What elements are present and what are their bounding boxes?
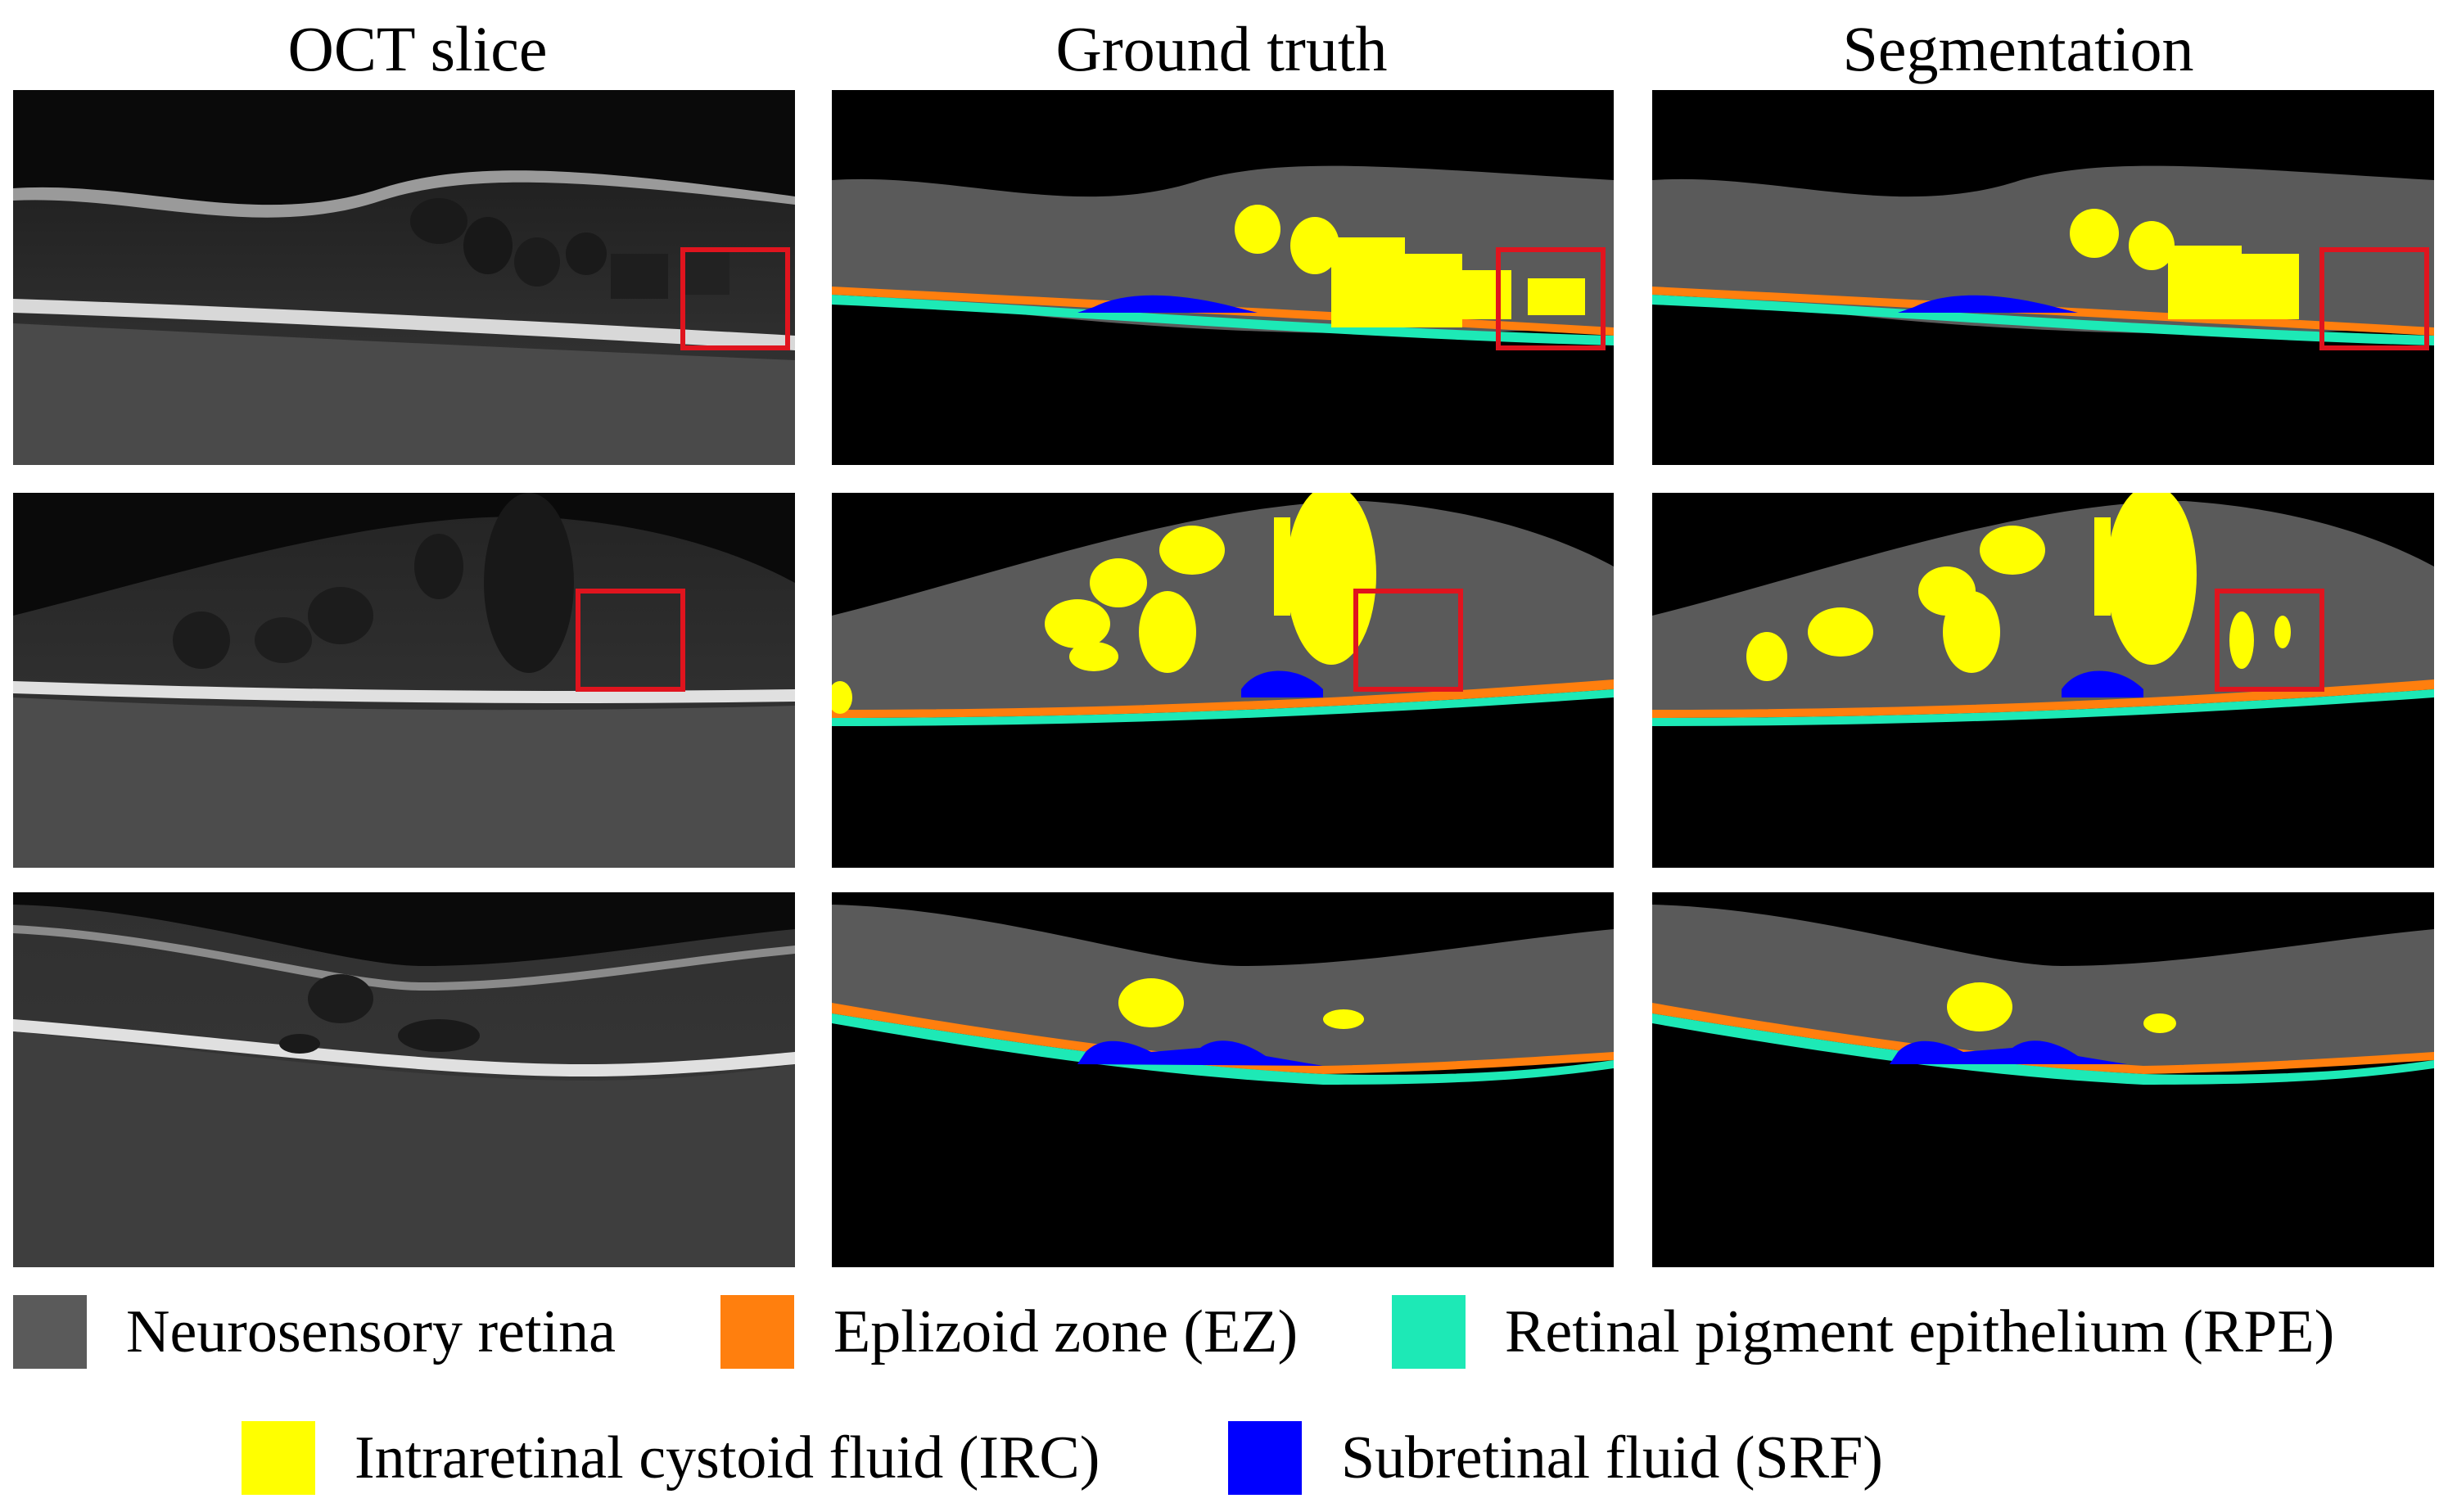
highlight-box	[2215, 589, 2324, 692]
oct-slice-row-2	[13, 493, 795, 868]
legend-item-irc: Intraretinal cystoid fluid (IRC)	[242, 1421, 1100, 1495]
oct-slice-row-1	[13, 90, 795, 465]
highlight-box	[680, 247, 790, 350]
column-title-segmentation: Segmentation	[1842, 13, 2194, 84]
legend-label-retina: Neurosensory retina	[126, 1298, 616, 1365]
legend-label-srf: Subretinal fluid (SRF)	[1341, 1424, 1883, 1492]
segmentation-row-3	[1652, 892, 2434, 1267]
legend-swatch-ez	[720, 1295, 794, 1369]
legend-item-rpe: Retinal pigment epithelium (RPE)	[1392, 1295, 2334, 1369]
legend-swatch-irc	[242, 1421, 315, 1495]
legend-swatch-srf	[1228, 1421, 1302, 1495]
legend-item-retina: Neurosensory retina	[13, 1295, 616, 1369]
segmentation-row-1	[1652, 90, 2434, 465]
column-title-oct: OCT slice	[287, 13, 548, 84]
ground-truth-row-1	[832, 90, 1614, 465]
legend-label-rpe: Retinal pigment epithelium (RPE)	[1505, 1298, 2335, 1365]
ground-truth-row-3	[832, 892, 1614, 1267]
highlight-box	[1353, 589, 1463, 692]
highlight-box	[1496, 247, 1606, 350]
column-title-ground-truth: Ground truth	[1055, 13, 1388, 84]
legend-item-ez: Eplizoid zone (EZ)	[720, 1295, 1298, 1369]
highlight-box	[576, 589, 685, 692]
highlight-box	[2319, 247, 2429, 350]
oct-slice-row-3	[13, 892, 795, 1267]
legend-label-ez: Eplizoid zone (EZ)	[833, 1298, 1299, 1365]
legend-swatch-retina	[13, 1295, 87, 1369]
legend-swatch-rpe	[1392, 1295, 1466, 1369]
legend-item-srf: Subretinal fluid (SRF)	[1228, 1421, 1883, 1495]
ground-truth-row-2	[832, 493, 1614, 868]
legend-label-irc: Intraretinal cystoid fluid (IRC)	[355, 1424, 1100, 1492]
segmentation-row-2	[1652, 493, 2434, 868]
